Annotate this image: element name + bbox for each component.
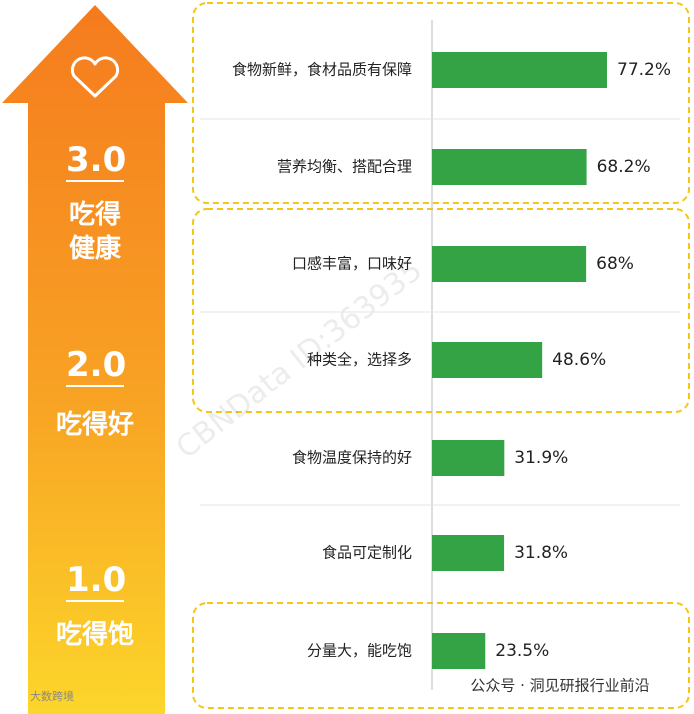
bar: [432, 633, 486, 669]
category-label: 食物温度保持的好: [292, 449, 412, 467]
category-label: 食物新鲜，食材品质有保障: [232, 61, 412, 79]
value-label: 31.9%: [514, 448, 568, 468]
bar: [432, 440, 505, 476]
group-box: [192, 208, 690, 413]
bar: [432, 246, 587, 282]
arrow: [2, 5, 188, 714]
category-label: 食品可定制化: [322, 544, 412, 562]
source-mark: 大数跨境: [30, 689, 74, 703]
bar: [432, 342, 543, 378]
category-label: 种类全，选择多: [307, 351, 412, 369]
category-label: 口感丰富，口味好: [292, 255, 412, 273]
group-box: [192, 602, 690, 709]
value-label: 77.2%: [617, 60, 671, 80]
group-box: [192, 2, 690, 204]
level-label: 吃得健康: [68, 200, 121, 264]
level-label: 吃得好: [55, 410, 134, 440]
value-label: 68%: [596, 254, 634, 274]
bar: [432, 52, 607, 88]
level-score: 3.0: [66, 140, 127, 182]
value-label: 31.8%: [514, 543, 568, 563]
level-score: 2.0: [66, 345, 127, 387]
footer: 公众号 · 洞见研报行业前沿: [470, 677, 649, 695]
category-label: 营养均衡、搭配合理: [277, 158, 412, 176]
value-label: 48.6%: [552, 350, 606, 370]
bar: [432, 535, 505, 571]
level-label: 吃得饱: [55, 620, 134, 650]
level-score: 1.0: [66, 560, 127, 602]
bar: [432, 149, 587, 185]
value-label: 68.2%: [597, 157, 651, 177]
heart-icon: [70, 56, 120, 98]
category-label: 分量大，能吃饱: [307, 642, 412, 660]
value-label: 23.5%: [495, 641, 549, 661]
